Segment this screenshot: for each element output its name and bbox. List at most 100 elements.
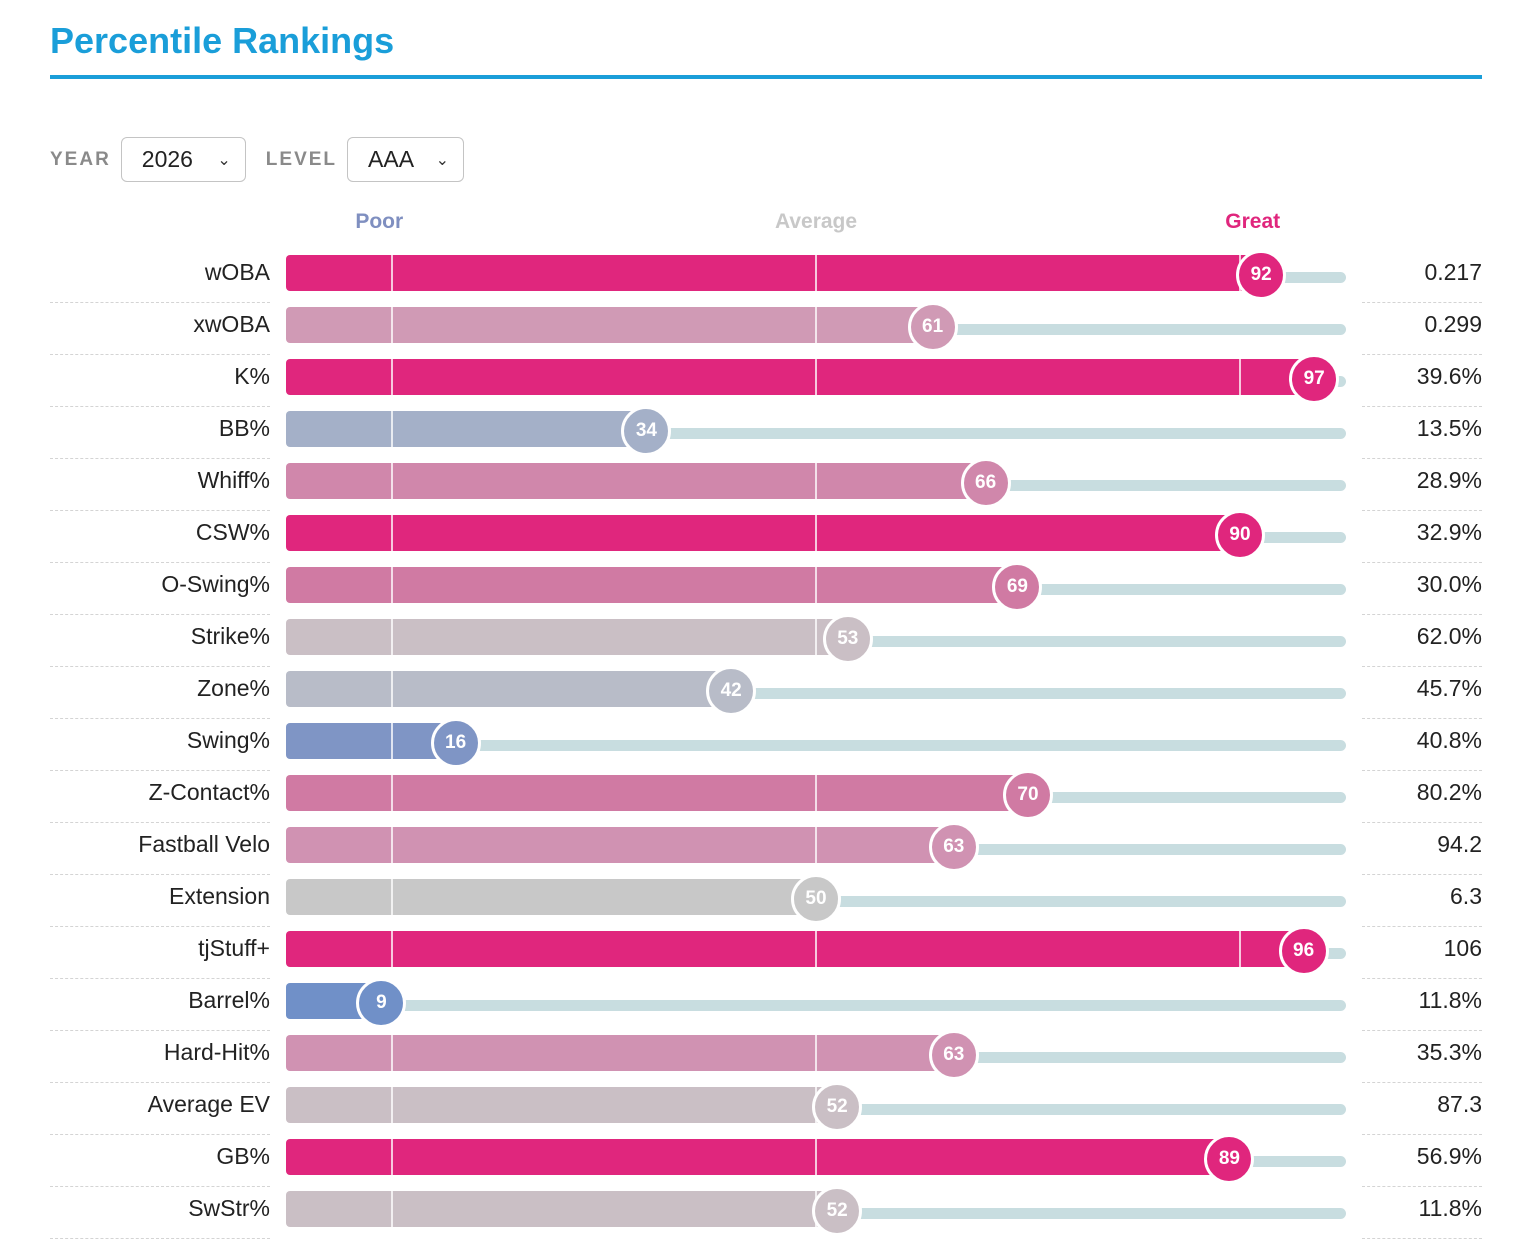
metric-label: Zone% xyxy=(197,675,270,701)
metric-value: 94.2 xyxy=(1437,831,1482,857)
row-divider xyxy=(1362,1082,1482,1083)
row-divider xyxy=(50,770,270,771)
percentile-bubble: 92 xyxy=(1236,250,1287,300)
percentile-track xyxy=(286,428,1346,439)
table-row: Barrel% 9 11.8% xyxy=(50,978,1482,1035)
percentile-bubble: 97 xyxy=(1289,354,1340,404)
percentile-bubble: 52 xyxy=(812,1186,863,1236)
percentile-gridline xyxy=(815,307,817,343)
row-divider xyxy=(1362,1186,1482,1187)
legend-average: Average xyxy=(774,210,858,233)
row-divider xyxy=(50,458,270,459)
row-divider xyxy=(1362,718,1482,719)
row-divider xyxy=(50,822,270,823)
metric-value: 62.0% xyxy=(1416,623,1482,649)
percentile-track xyxy=(286,740,1346,751)
row-divider xyxy=(1362,510,1482,511)
table-row: CSW% 90 32.9% xyxy=(50,510,1482,567)
metric-label: Barrel% xyxy=(188,987,270,1013)
filters-bar: YEAR 2026 ⌄ LEVEL AAA ⌄ xyxy=(50,136,465,183)
percentile-bar xyxy=(286,827,954,863)
metric-label: K% xyxy=(234,363,270,389)
percentile-gridline xyxy=(815,775,817,811)
percentile-gridline xyxy=(815,619,817,655)
page-title: Percentile Rankings xyxy=(50,20,395,61)
row-divider xyxy=(50,874,270,875)
metric-value: 30.0% xyxy=(1416,571,1482,597)
year-select-value: 2026 xyxy=(141,146,193,172)
percentile-gridline xyxy=(391,827,393,863)
metric-value: 13.5% xyxy=(1416,415,1482,441)
metric-value: 56.9% xyxy=(1416,1143,1482,1169)
percentile-bubble: 66 xyxy=(960,458,1011,508)
table-row: Average EV 52 87.3 xyxy=(50,1082,1482,1139)
percentile-bubble: 69 xyxy=(992,562,1043,612)
table-row: Zone% 42 45.7% xyxy=(50,666,1482,723)
percentile-bubble: 53 xyxy=(822,614,873,664)
table-row: SwStr% 52 11.8% xyxy=(50,1186,1482,1243)
row-divider xyxy=(50,718,270,719)
table-row: Z-Contact% 70 80.2% xyxy=(50,770,1482,827)
percentile-bar xyxy=(286,671,732,707)
percentile-gridline xyxy=(391,619,393,655)
table-row: Hard-Hit% 63 35.3% xyxy=(50,1030,1482,1087)
row-divider xyxy=(50,1238,270,1239)
percentile-track xyxy=(286,688,1346,699)
percentile-bubble: 90 xyxy=(1215,510,1265,560)
percentile-bubble: 63 xyxy=(928,1030,979,1080)
row-divider xyxy=(50,614,270,615)
table-row: tjStuff+ 96 106 xyxy=(50,926,1482,983)
metric-label: BB% xyxy=(218,415,270,441)
percentile-gridline xyxy=(391,567,393,603)
metric-value: 39.6% xyxy=(1416,363,1482,389)
chevron-down-icon: ⌄ xyxy=(435,151,450,169)
table-row: Whiff% 66 28.9% xyxy=(50,458,1482,515)
row-divider xyxy=(50,302,270,303)
percentile-gridline xyxy=(391,879,393,915)
percentile-bar xyxy=(286,463,986,499)
percentile-gridline xyxy=(815,827,817,863)
row-divider xyxy=(1362,822,1482,823)
percentile-gridline xyxy=(391,1191,393,1227)
metric-value: 32.9% xyxy=(1416,519,1482,545)
row-divider xyxy=(50,406,270,407)
percentile-gridline xyxy=(391,359,393,395)
row-divider xyxy=(50,666,270,667)
row-divider xyxy=(50,510,270,511)
metric-label: Hard-Hit% xyxy=(163,1039,270,1065)
metric-label: Z-Contact% xyxy=(148,779,270,805)
metric-value: 106 xyxy=(1443,935,1482,961)
percentile-bar xyxy=(286,515,1240,551)
table-row: GB% 89 56.9% xyxy=(50,1134,1482,1191)
metric-value: 11.8% xyxy=(1418,1195,1482,1221)
percentile-bar xyxy=(286,411,647,447)
percentile-gridline xyxy=(391,931,393,967)
level-select-value: AAA xyxy=(368,146,415,172)
percentile-bar xyxy=(286,879,816,915)
row-divider xyxy=(50,1186,270,1187)
percentile-gridline xyxy=(815,567,817,603)
year-select[interactable]: 2026 ⌄ xyxy=(120,137,246,182)
percentile-bubble: 89 xyxy=(1204,1134,1255,1184)
metric-value: 11.8% xyxy=(1418,987,1482,1013)
percentile-bubble: 16 xyxy=(430,718,481,768)
percentile-gridline xyxy=(391,775,393,811)
metric-value: 80.2% xyxy=(1416,779,1482,805)
metric-value: 45.7% xyxy=(1416,675,1482,701)
percentile-track xyxy=(286,1000,1346,1011)
level-select[interactable]: AAA ⌄ xyxy=(347,137,465,182)
metric-value: 28.9% xyxy=(1416,467,1482,493)
percentile-gridline xyxy=(1239,931,1241,967)
row-divider xyxy=(50,978,270,979)
percentile-gridline xyxy=(815,515,817,551)
percentile-bubble: 9 xyxy=(356,978,407,1028)
percentile-bubble: 63 xyxy=(928,822,979,872)
percentile-gridline xyxy=(815,463,817,499)
legend-poor: Poor xyxy=(355,210,404,233)
row-divider xyxy=(1362,406,1482,407)
table-row: xwOBA 61 0.299 xyxy=(50,302,1482,359)
percentile-bubble: 61 xyxy=(907,302,958,352)
title-underline xyxy=(50,75,1482,79)
metric-label: Swing% xyxy=(186,727,270,753)
table-row: K% 97 39.6% xyxy=(50,354,1482,411)
